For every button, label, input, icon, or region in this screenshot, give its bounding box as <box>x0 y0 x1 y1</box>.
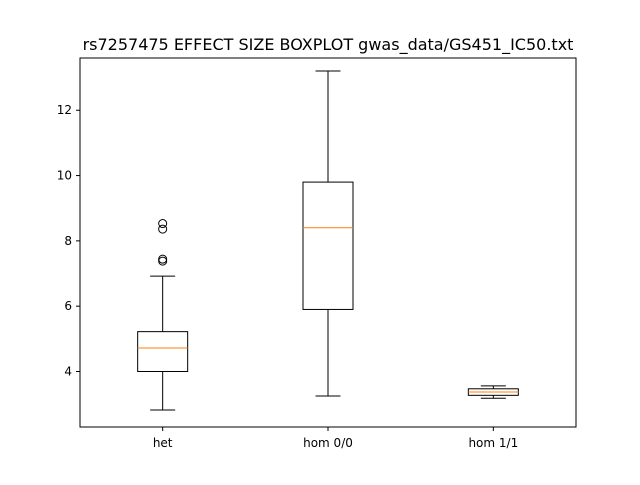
outlier-point <box>158 224 168 234</box>
chart-title: rs7257475 EFFECT SIZE BOXPLOT gwas_data/… <box>83 35 574 55</box>
y-tick-label: 4 <box>64 364 72 378</box>
iqr-box <box>137 331 189 372</box>
box-group <box>302 70 354 397</box>
x-tick-label: hom 1/1 <box>468 436 518 450</box>
box-group <box>137 219 189 411</box>
outlier-point <box>158 254 168 264</box>
x-tick-label: hom 0/0 <box>303 436 353 450</box>
axes-frame <box>79 57 577 428</box>
y-tick-label: 8 <box>64 234 72 248</box>
y-tick-label: 10 <box>57 169 72 183</box>
y-tick-label: 12 <box>57 103 72 117</box>
y-tick-label: 6 <box>64 299 72 313</box>
box-group <box>467 385 519 399</box>
x-tick-label: het <box>153 436 173 450</box>
outlier-point <box>158 219 168 229</box>
plot-area: 4 6 8 10 12 het hom 0/0 hom 1/1 <box>57 70 519 450</box>
iqr-box <box>302 181 354 310</box>
